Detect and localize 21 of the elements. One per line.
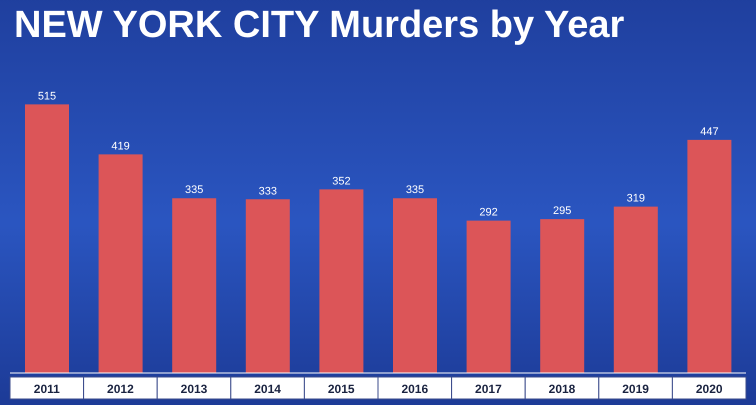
x-tick-label: 2018 (548, 382, 576, 396)
x-tick-label: 2013 (180, 382, 208, 396)
x-tick-label: 2019 (622, 382, 650, 396)
data-label: 335 (185, 184, 204, 196)
data-label: 419 (111, 140, 130, 152)
chart-title: NEW YORK CITY Murders by Year (14, 4, 624, 47)
data-label: 333 (258, 185, 277, 198)
x-tick-label: 2011 (34, 382, 60, 396)
data-label: 447 (700, 126, 719, 138)
x-tick-label: 2012 (107, 382, 134, 396)
x-tick-label: 2020 (696, 382, 723, 396)
x-tick-label: 2014 (254, 382, 282, 396)
data-label: 352 (332, 175, 351, 188)
data-label: 335 (406, 184, 424, 196)
x-tick-label: 2016 (401, 382, 428, 396)
x-tick-label: 2015 (328, 382, 355, 396)
data-label: 295 (553, 205, 572, 218)
data-label: 319 (626, 192, 645, 205)
data-label: 515 (38, 90, 56, 102)
data-label: 292 (479, 206, 498, 219)
x-tick-label: 2017 (475, 382, 502, 396)
